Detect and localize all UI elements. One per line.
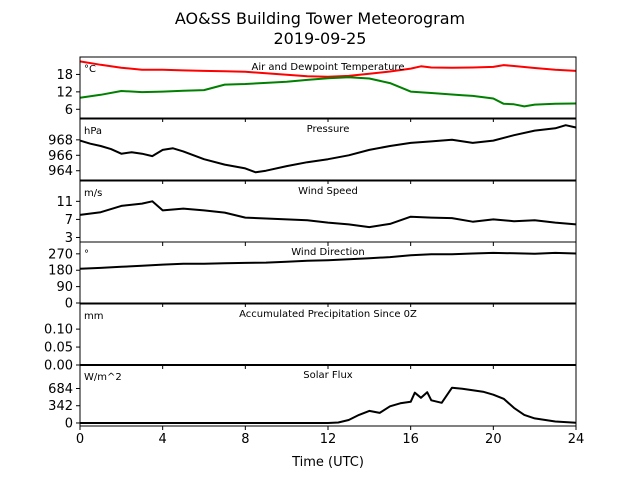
figure-title-line2: 2019-09-25 [274,29,367,48]
wind-speed-series-line-0 [79,200,577,229]
temperature-unit-label: °C [84,64,96,75]
temperature-ytick-label: 6 [65,103,73,118]
precipitation-ytick-label: 0.05 [44,341,73,356]
wind-direction-ytick-label: 180 [48,264,73,279]
xtick-label: 8 [241,432,249,447]
xtick-label: 16 [402,432,419,447]
solar-flux-panel-title: Solar Flux [303,370,353,381]
x-axis-label: Time (UTC) [291,455,364,470]
solar-flux-ytick-label: 684 [48,382,73,397]
xtick-label: 12 [320,432,337,447]
pressure-ytick-label: 966 [48,149,73,164]
panel-solar-flux: 0 342 684 Solar Flux W/m^2 [48,364,577,431]
figure-title-line1: AO&SS Building Tower Meteorogram [175,9,465,28]
wind-direction-panel-title: Wind Direction [291,247,365,258]
solar-flux-unit-label: W/m^2 [84,372,122,383]
pressure-series-line-0 [79,124,577,174]
wind-direction-ytick-label: 0 [65,297,73,312]
xtick-label: 0 [76,432,84,447]
solar-flux-ytick-label: 0 [65,416,73,431]
panel-temperature: 6 12 18 Air and Dewpoint Temperature °C [56,56,577,122]
precipitation-panel-title: Accumulated Precipitation Since 0Z [239,309,417,320]
wind-direction-ytick-label: 270 [48,247,73,262]
x-axis: 0 4 8 12 16 20 24 [76,432,584,447]
precipitation-ytick-label: 0.10 [44,323,73,338]
temperature-series-line-0 [79,60,577,78]
wind-direction-series-line-0 [79,251,577,270]
temperature-ytick-label: 18 [56,68,73,83]
wind-speed-panel-title: Wind Speed [298,186,358,197]
temperature-series-line-1 [79,76,577,108]
wind-direction-ytick-label: 90 [56,280,73,295]
wind-speed-unit-label: m/s [84,188,102,199]
pressure-unit-label: hPa [84,126,102,137]
temperature-ytick-label: 12 [56,85,73,100]
wind-speed-ytick-label: 11 [56,195,73,210]
wind-speed-ytick-label: 3 [65,231,73,246]
precipitation-unit-label: mm [84,311,103,322]
pressure-ytick-label: 964 [48,164,73,179]
xtick-label: 4 [159,432,167,447]
precipitation-ytick-label: 0.00 [44,359,73,374]
xtick-label: 24 [568,432,585,447]
temperature-panel-title: Air and Dewpoint Temperature [252,62,405,73]
pressure-panel-title: Pressure [307,124,350,135]
solar-flux-ytick-label: 342 [48,399,73,414]
pressure-ytick-label: 968 [48,133,73,148]
xtick-label: 20 [485,432,502,447]
solar-flux-series-line-0 [80,386,577,424]
wind-speed-ytick-label: 7 [65,213,73,228]
wind-direction-unit-label: ° [84,249,89,260]
